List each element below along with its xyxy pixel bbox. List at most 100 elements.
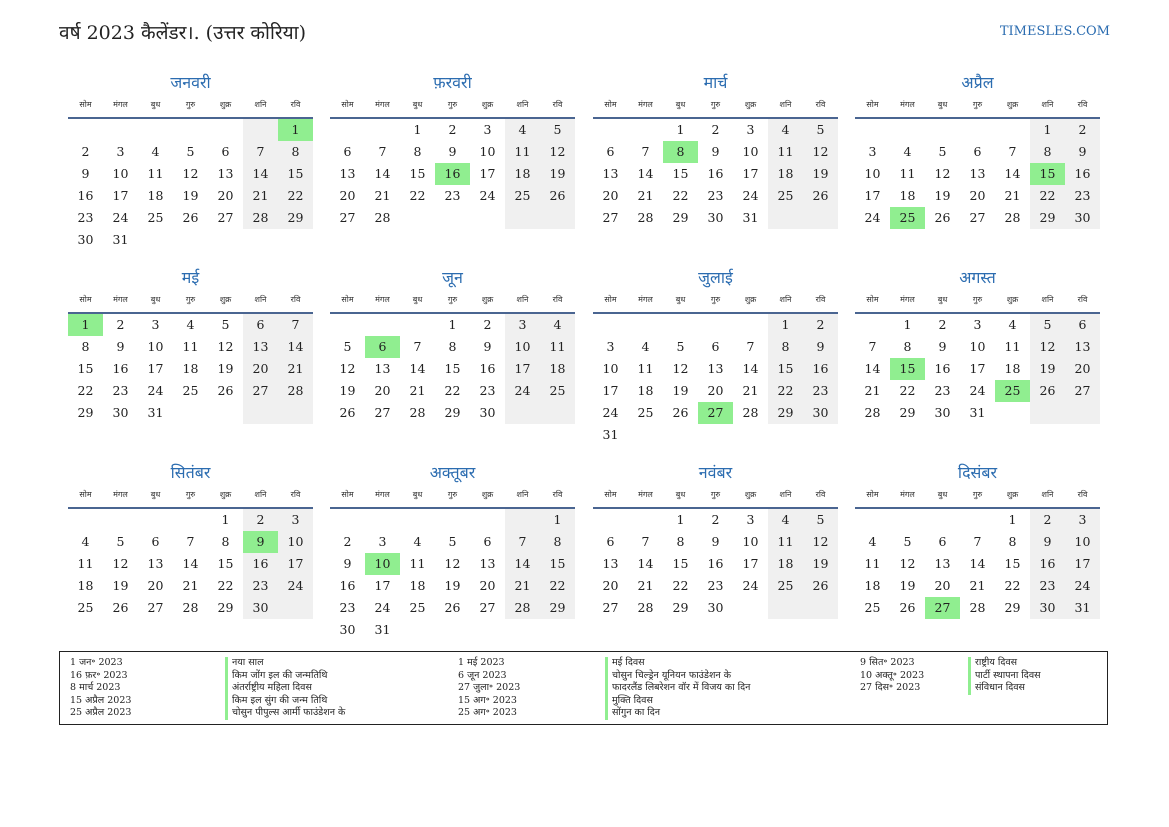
- empty-day: [995, 119, 1030, 141]
- weekday-label: रवि: [278, 489, 313, 509]
- empty-day: [365, 509, 400, 531]
- weekday-label: सोम: [68, 99, 103, 119]
- day-cell: 25: [409, 600, 426, 615]
- holiday-entry: राष्ट्रीय दिवस: [975, 657, 1018, 668]
- day-cell: 11: [409, 556, 426, 571]
- day-cell: 30: [707, 210, 724, 225]
- weekday-label: सोम: [68, 489, 103, 509]
- day-cell: 5: [221, 317, 230, 332]
- empty-day: [628, 424, 663, 446]
- holiday-entry: मुक्ति दिवस: [612, 694, 653, 706]
- day-cell: 28: [742, 405, 759, 420]
- month-title: जून: [442, 268, 463, 287]
- day-cell: 3: [973, 317, 982, 332]
- day-cell: 30: [112, 405, 129, 420]
- day-cell: 25: [864, 600, 881, 615]
- day-cell: 18: [864, 578, 881, 593]
- day-cell: 29: [444, 405, 461, 420]
- day-cell: 22: [444, 383, 461, 398]
- day-cell: 26: [217, 383, 234, 398]
- holiday-day: 27: [698, 402, 733, 424]
- day-cell: 1: [221, 512, 230, 527]
- day-cell: 27: [339, 210, 356, 225]
- day-cell: 5: [343, 339, 352, 354]
- day-cell: 19: [803, 553, 838, 575]
- day-cell: 27: [1065, 380, 1100, 402]
- weekday-label: बुध: [400, 99, 435, 119]
- day-cell: 14: [505, 553, 540, 575]
- day-cell: 26: [899, 600, 916, 615]
- day-cell: 10: [602, 361, 619, 376]
- holiday-day: 9: [243, 531, 278, 553]
- empty-day: [208, 402, 243, 424]
- day-cell: 16: [112, 361, 129, 376]
- empty-day: [173, 402, 208, 424]
- day-cell: 17: [112, 188, 129, 203]
- day-cell: 12: [1030, 336, 1065, 358]
- empty-day: [68, 119, 103, 141]
- day-cell: 10: [505, 336, 540, 358]
- day-cell: 8: [448, 339, 457, 354]
- weekday-label: रवि: [278, 99, 313, 119]
- month-title: दिसंबर: [957, 463, 998, 482]
- day-cell: 2: [483, 317, 492, 332]
- day-cell: 6: [243, 314, 278, 336]
- day-cell: 4: [413, 534, 422, 549]
- site-link[interactable]: TIMESLES.COM: [999, 24, 1110, 39]
- empty-day: [628, 119, 663, 141]
- day-cell: 26: [803, 575, 838, 597]
- day-cell: 6: [711, 339, 720, 354]
- day-cell: 25: [637, 405, 654, 420]
- day-cell: 5: [116, 534, 125, 549]
- day-cell: 31: [969, 405, 986, 420]
- weekday-label: गुरु: [698, 489, 733, 509]
- day-cell: 15: [278, 163, 313, 185]
- day-cell: 23: [707, 188, 724, 203]
- empty-day: [435, 207, 470, 229]
- day-cell: 3: [868, 144, 877, 159]
- day-cell: 22: [672, 578, 689, 593]
- day-cell: 25: [768, 575, 803, 597]
- day-cell: 24: [112, 210, 129, 225]
- empty-day: [505, 509, 540, 531]
- day-cell: 2: [803, 314, 838, 336]
- holiday-entry: 1 मई 2023: [458, 657, 505, 668]
- weekday-label: रवि: [803, 99, 838, 119]
- empty-day: [243, 229, 278, 251]
- holiday-day: 16: [435, 163, 470, 185]
- day-cell: 9: [116, 339, 125, 354]
- day-cell: 15: [217, 556, 234, 571]
- day-cell: 30: [77, 232, 94, 247]
- day-cell: 11: [768, 531, 803, 553]
- holiday-day: 27: [925, 597, 960, 619]
- day-cell: 21: [637, 578, 654, 593]
- day-cell: 20: [1065, 358, 1100, 380]
- day-cell: 17: [505, 358, 540, 380]
- month-title: जुलाई: [698, 268, 733, 287]
- day-cell: 27: [243, 380, 278, 402]
- empty-day: [330, 119, 365, 141]
- day-cell: 4: [1008, 317, 1017, 332]
- day-cell: 18: [1004, 361, 1021, 376]
- day-cell: 17: [479, 166, 496, 181]
- weekday-label: रवि: [278, 294, 313, 314]
- month-2: फ़रवरी सोम मंगल बुध गुरु शुक्र शनि रवि 1 2 3 4 5 6 7 8 9…: [330, 70, 575, 229]
- holiday-day: 25: [890, 207, 925, 229]
- holiday-entry: पार्टी स्थापना दिवस: [975, 669, 1041, 681]
- weekday-label: मंगल: [890, 294, 925, 314]
- empty-day: [208, 229, 243, 251]
- weekday-label: मंगल: [103, 294, 138, 314]
- day-cell: 3: [746, 512, 755, 527]
- day-cell: 5: [803, 509, 838, 531]
- weekday-label: शनि: [768, 99, 803, 119]
- day-cell: 2: [711, 122, 720, 137]
- day-cell: 19: [934, 188, 951, 203]
- empty-day: [68, 509, 103, 531]
- empty-day: [628, 509, 663, 531]
- day-cell: 13: [707, 361, 724, 376]
- holiday-entry: नया साल: [232, 657, 264, 668]
- day-cell: 12: [444, 556, 461, 571]
- holiday-dates-col-1: 1 जन॰ 2023 16 फ़र॰ 2023 8 मार्च 2023 15 अप्…: [70, 657, 220, 720]
- weekday-label: मंगल: [628, 99, 663, 119]
- empty-day: [768, 207, 803, 229]
